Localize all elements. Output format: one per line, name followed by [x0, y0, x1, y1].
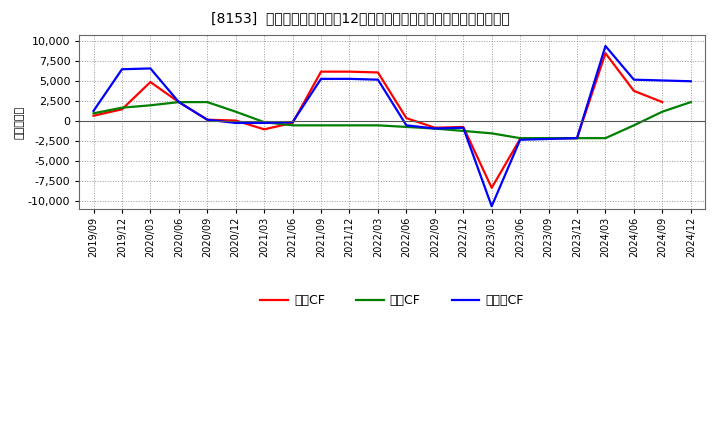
- 営業CF: [572, 136, 581, 141]
- 投資CF: [174, 99, 183, 105]
- 営業CF: [317, 69, 325, 74]
- 投資CF: [544, 136, 553, 141]
- 営業CF: [288, 120, 297, 125]
- 投資CF: [89, 111, 98, 116]
- フリーCF: [345, 76, 354, 81]
- フリーCF: [402, 123, 410, 128]
- 投資CF: [658, 109, 667, 114]
- 投資CF: [601, 136, 610, 141]
- 投資CF: [402, 124, 410, 129]
- Legend: 営業CF, 投資CF, フリーCF: 営業CF, 投資CF, フリーCF: [255, 289, 529, 312]
- フリーCF: [174, 99, 183, 105]
- Y-axis label: （百万円）: （百万円）: [15, 106, 25, 139]
- フリーCF: [572, 136, 581, 141]
- 投資CF: [203, 99, 212, 105]
- 営業CF: [374, 70, 382, 75]
- 投資CF: [317, 123, 325, 128]
- フリーCF: [487, 204, 496, 209]
- 投資CF: [374, 123, 382, 128]
- 営業CF: [117, 106, 126, 112]
- 営業CF: [260, 127, 269, 132]
- 投資CF: [345, 123, 354, 128]
- 投資CF: [516, 136, 524, 141]
- 投資CF: [572, 136, 581, 141]
- 営業CF: [487, 185, 496, 191]
- 投資CF: [431, 126, 439, 131]
- フリーCF: [231, 120, 240, 125]
- Text: [8153]  キャッシュフローの12か月移動合計の対前年同期増減額の推移: [8153] キャッシュフローの12か月移動合計の対前年同期増減額の推移: [211, 11, 509, 25]
- 投資CF: [629, 123, 638, 128]
- 営業CF: [402, 115, 410, 121]
- 営業CF: [345, 69, 354, 74]
- Line: 営業CF: 営業CF: [94, 53, 662, 188]
- 投資CF: [459, 128, 467, 134]
- 投資CF: [288, 123, 297, 128]
- フリーCF: [288, 120, 297, 125]
- フリーCF: [459, 125, 467, 130]
- フリーCF: [629, 77, 638, 82]
- フリーCF: [117, 66, 126, 72]
- 営業CF: [658, 99, 667, 105]
- フリーCF: [544, 136, 553, 142]
- 投資CF: [487, 131, 496, 136]
- 投資CF: [146, 103, 155, 108]
- フリーCF: [601, 44, 610, 49]
- 投資CF: [231, 109, 240, 114]
- 営業CF: [544, 136, 553, 141]
- フリーCF: [89, 108, 98, 114]
- 営業CF: [516, 136, 524, 142]
- フリーCF: [374, 77, 382, 82]
- フリーCF: [203, 117, 212, 122]
- フリーCF: [658, 78, 667, 83]
- Line: フリーCF: フリーCF: [94, 46, 690, 206]
- フリーCF: [431, 126, 439, 131]
- 営業CF: [629, 88, 638, 94]
- 営業CF: [431, 125, 439, 130]
- 投資CF: [260, 120, 269, 125]
- 営業CF: [459, 124, 467, 129]
- 営業CF: [203, 117, 212, 122]
- フリーCF: [317, 76, 325, 81]
- Line: 投資CF: 投資CF: [94, 102, 690, 138]
- フリーCF: [686, 79, 695, 84]
- 投資CF: [686, 99, 695, 105]
- フリーCF: [260, 120, 269, 125]
- フリーCF: [516, 137, 524, 143]
- 営業CF: [231, 118, 240, 123]
- 営業CF: [146, 80, 155, 85]
- 営業CF: [89, 113, 98, 118]
- 営業CF: [174, 99, 183, 105]
- フリーCF: [146, 66, 155, 71]
- 投資CF: [117, 105, 126, 110]
- 営業CF: [601, 51, 610, 56]
